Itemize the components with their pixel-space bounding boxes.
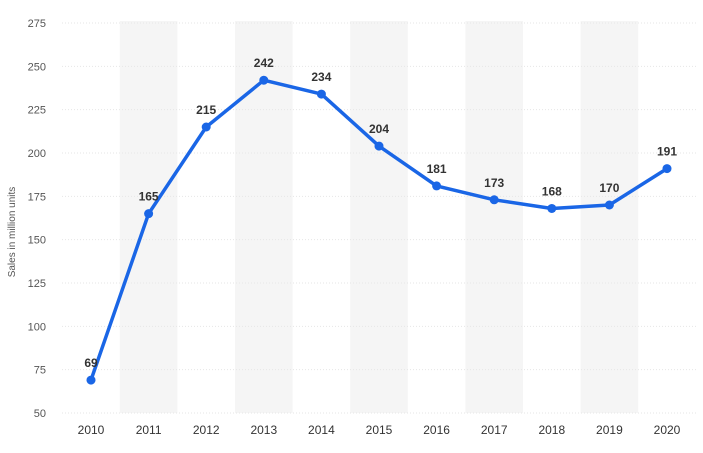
x-tick-label: 2014 — [308, 423, 335, 437]
y-tick-label: 175 — [28, 191, 46, 203]
y-tick-label: 275 — [28, 18, 46, 30]
y-tick-label: 225 — [28, 105, 46, 117]
data-label: 234 — [311, 70, 331, 84]
data-labels: 69 165 215 242 234 204 181 173 168 170 191 — [84, 56, 677, 370]
column-band — [465, 21, 523, 413]
data-label: 204 — [369, 122, 389, 136]
x-tick-label: 2010 — [78, 423, 105, 437]
data-point — [144, 209, 154, 219]
data-point — [316, 89, 326, 99]
data-point — [662, 164, 672, 174]
data-label: 69 — [84, 356, 98, 370]
y-tick-label: 50 — [34, 408, 46, 420]
alternating-column-bands — [119, 21, 639, 413]
data-point — [374, 141, 384, 151]
x-axis-tick-labels: 2010 2011 2012 2013 2014 2015 2016 2017 2018 2019… — [78, 423, 681, 437]
data-point — [432, 181, 442, 191]
data-point — [604, 200, 614, 210]
y-tick-label: 150 — [28, 235, 46, 247]
data-point — [489, 195, 499, 205]
y-tick-label: 125 — [28, 278, 46, 290]
data-label: 165 — [139, 190, 159, 204]
data-label: 191 — [657, 145, 677, 159]
y-axis-tick-labels: 50 75 100 125 150 175 200 225 250 275 — [28, 18, 46, 420]
data-label: 170 — [599, 181, 619, 195]
x-tick-label: 2017 — [481, 423, 508, 437]
x-tick-label: 2015 — [366, 423, 393, 437]
y-tick-label: 100 — [28, 321, 46, 333]
data-label: 168 — [542, 184, 562, 198]
column-band — [350, 21, 408, 413]
data-point — [547, 203, 557, 213]
data-label: 242 — [254, 56, 274, 70]
data-label: 173 — [484, 176, 504, 190]
column-band — [580, 21, 639, 413]
x-tick-label: 2011 — [136, 423, 162, 437]
data-point — [259, 75, 269, 85]
data-points — [86, 75, 672, 385]
horizontal-gridlines — [62, 22, 697, 414]
data-label: 181 — [427, 162, 447, 176]
data-label: 215 — [196, 103, 216, 117]
y-axis-label: Sales in million units — [7, 187, 18, 278]
y-tick-label: 250 — [28, 61, 46, 73]
y-tick-label: 75 — [34, 365, 46, 377]
y-tick-label: 200 — [28, 148, 46, 160]
x-tick-label: 2012 — [193, 423, 220, 437]
x-tick-label: 2013 — [250, 423, 277, 437]
x-tick-label: 2020 — [654, 423, 681, 437]
data-point — [201, 122, 211, 132]
x-tick-label: 2019 — [596, 423, 623, 437]
data-point — [86, 375, 96, 385]
x-tick-label: 2018 — [538, 423, 565, 437]
x-tick-label: 2016 — [423, 423, 450, 437]
